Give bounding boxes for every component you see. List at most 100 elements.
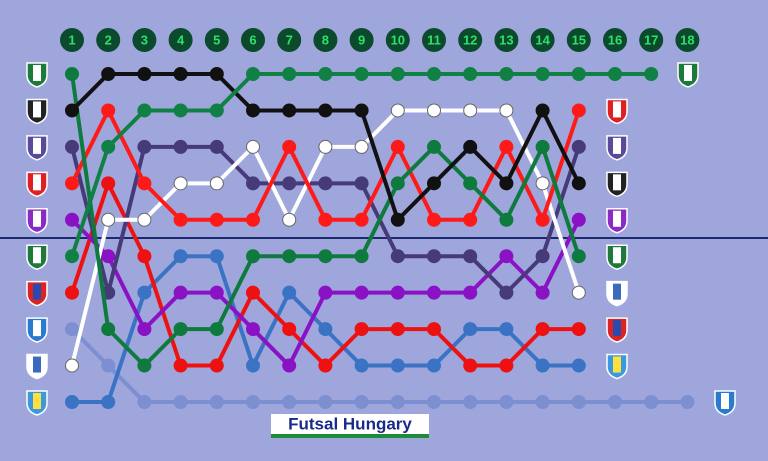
round-badge (96, 28, 121, 52)
x-tick-label: 1 (68, 32, 75, 47)
series-marker (137, 322, 152, 337)
series-marker (499, 285, 514, 300)
series-marker (173, 249, 188, 264)
plot-area: 1 2 3 4 5 6 7 8 9 10 11 12 13 14 15 16 17 18 (0, 28, 768, 409)
badge-stripe (613, 320, 621, 337)
series-marker (499, 67, 514, 81)
series-marker (137, 249, 152, 264)
series-marker (535, 67, 550, 81)
series-marker (209, 103, 224, 118)
series-marker (571, 176, 586, 191)
round-badge (277, 28, 302, 52)
series-marker (65, 67, 79, 81)
series-marker (65, 285, 79, 300)
series-marker (463, 285, 478, 300)
series-marker (137, 212, 152, 227)
badge-stripe (33, 393, 41, 409)
x-tick-label: 6 (249, 32, 256, 47)
x-tick-label: 15 (572, 32, 586, 47)
x-tick-label: 9 (358, 32, 365, 47)
team-badge (26, 317, 48, 343)
badge-stripe (33, 65, 41, 81)
series-marker (354, 285, 369, 300)
series-marker (282, 139, 297, 154)
series-marker (246, 322, 260, 337)
series-marker (101, 395, 116, 409)
round-badge (204, 28, 229, 52)
series-marker (354, 322, 369, 337)
series-marker (571, 139, 586, 154)
series-marker (354, 249, 369, 264)
brand-logo: Futsal Hungary (271, 414, 429, 438)
logo-text: Futsal Hungary (288, 414, 412, 433)
x-tick-label: 17 (644, 32, 658, 47)
series-marker (173, 322, 188, 337)
series-marker (571, 395, 586, 409)
series-marker (499, 212, 514, 227)
series-marker (427, 212, 441, 227)
series-marker (571, 285, 586, 300)
team-badge (714, 390, 736, 416)
series-marker (65, 176, 79, 191)
series-marker (282, 322, 297, 337)
team-badge (606, 280, 628, 307)
team-badge (606, 353, 628, 380)
series-marker (390, 285, 405, 300)
series-line (70, 181, 579, 368)
series-marker (101, 176, 116, 191)
series-marker (390, 395, 405, 409)
team-badge (26, 171, 48, 198)
series-marker (535, 249, 550, 264)
x-tick-label: 14 (535, 32, 550, 47)
round-badge (241, 28, 265, 52)
badge-stripe (33, 210, 41, 227)
series-marker (209, 285, 224, 300)
x-tick-label: 8 (322, 32, 329, 47)
round-badge (603, 28, 627, 52)
series-marker (101, 322, 116, 337)
series-marker (65, 103, 79, 118)
series-marker (499, 139, 514, 154)
series-marker (463, 358, 478, 373)
series-marker (318, 322, 333, 337)
series-line (70, 72, 652, 257)
badge-stripe (613, 356, 621, 373)
series-marker (463, 212, 478, 227)
series-marker (282, 285, 297, 300)
series-marker (608, 395, 622, 409)
series-marker (282, 103, 297, 118)
round-badge (422, 28, 446, 52)
badge-stripe (721, 393, 729, 409)
series-marker (246, 395, 260, 409)
series-marker (427, 67, 441, 81)
series-marker (173, 139, 188, 154)
series-marker (209, 67, 224, 81)
series-marker (101, 358, 116, 373)
team-badge (26, 98, 48, 125)
series-marker (390, 176, 405, 191)
series-marker (318, 249, 333, 264)
series-marker (499, 358, 514, 373)
series-marker (318, 67, 333, 81)
series-marker (65, 212, 79, 227)
team-badge (26, 280, 48, 307)
series-marker (463, 139, 478, 154)
series-marker (535, 322, 550, 337)
series-marker (282, 67, 297, 81)
series-marker (137, 285, 152, 300)
badge-stripe (684, 65, 692, 81)
series-marker (354, 395, 369, 409)
series-marker (282, 358, 297, 373)
series-marker (354, 67, 369, 81)
series-marker (390, 212, 405, 227)
logo-stripe (271, 434, 429, 438)
series-marker (535, 358, 550, 373)
series-marker (427, 322, 441, 337)
series-marker (246, 285, 260, 300)
badge-stripe (33, 247, 41, 264)
series-marker (173, 103, 188, 118)
x-tick-label: 7 (286, 32, 293, 47)
team-badge (606, 208, 628, 234)
series-marker (463, 176, 478, 191)
series-marker (535, 212, 550, 227)
